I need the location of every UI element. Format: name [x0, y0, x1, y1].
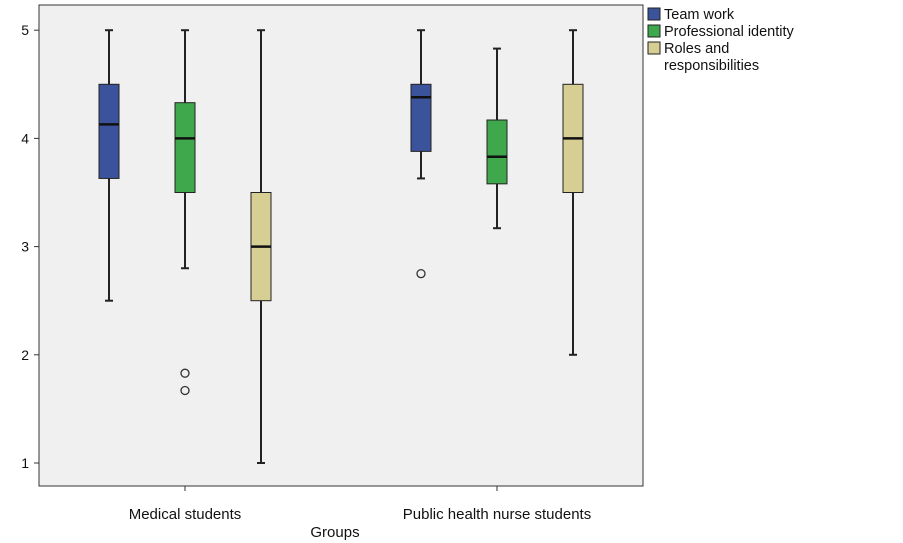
iqr-box: [174, 102, 196, 193]
plot-area: [38, 4, 644, 487]
legend-swatch: [647, 24, 661, 38]
y-tick-label: 2: [21, 347, 29, 363]
x-axis-title: Groups: [310, 524, 359, 541]
legend-label: responsibilities: [664, 58, 759, 74]
legend-label: Roles and: [664, 41, 729, 57]
legend-label: Team work: [664, 7, 735, 23]
outlier-point: [180, 368, 190, 378]
box-professional-identity: [174, 29, 196, 396]
box-professional-identity: [486, 47, 508, 230]
box-roles-and-responsibilities: [250, 29, 272, 464]
legend-label: Professional identity: [664, 24, 795, 40]
legend-swatch: [647, 7, 661, 21]
iqr-box: [98, 83, 120, 179]
y-tick-label: 3: [21, 239, 29, 255]
y-tick-label: 1: [21, 455, 29, 471]
box-team-work: [98, 29, 120, 302]
iqr-box: [410, 83, 432, 152]
legend-swatch: [647, 41, 661, 55]
box-team-work: [410, 29, 432, 279]
boxes: [98, 29, 584, 464]
axes: 1 2 3 4 5: [21, 22, 498, 491]
outlier-point: [416, 268, 426, 279]
box-roles-and-responsibilities: [562, 29, 584, 356]
y-tick-label: 5: [21, 22, 29, 38]
iqr-box: [486, 119, 508, 185]
x-category-label: Public health nurse students: [403, 506, 591, 523]
outlier-point: [180, 385, 190, 396]
x-category-label: Medical students: [129, 506, 242, 523]
y-tick-label: 4: [21, 130, 29, 146]
labels: Groups Medical students Public health nur…: [129, 506, 592, 541]
